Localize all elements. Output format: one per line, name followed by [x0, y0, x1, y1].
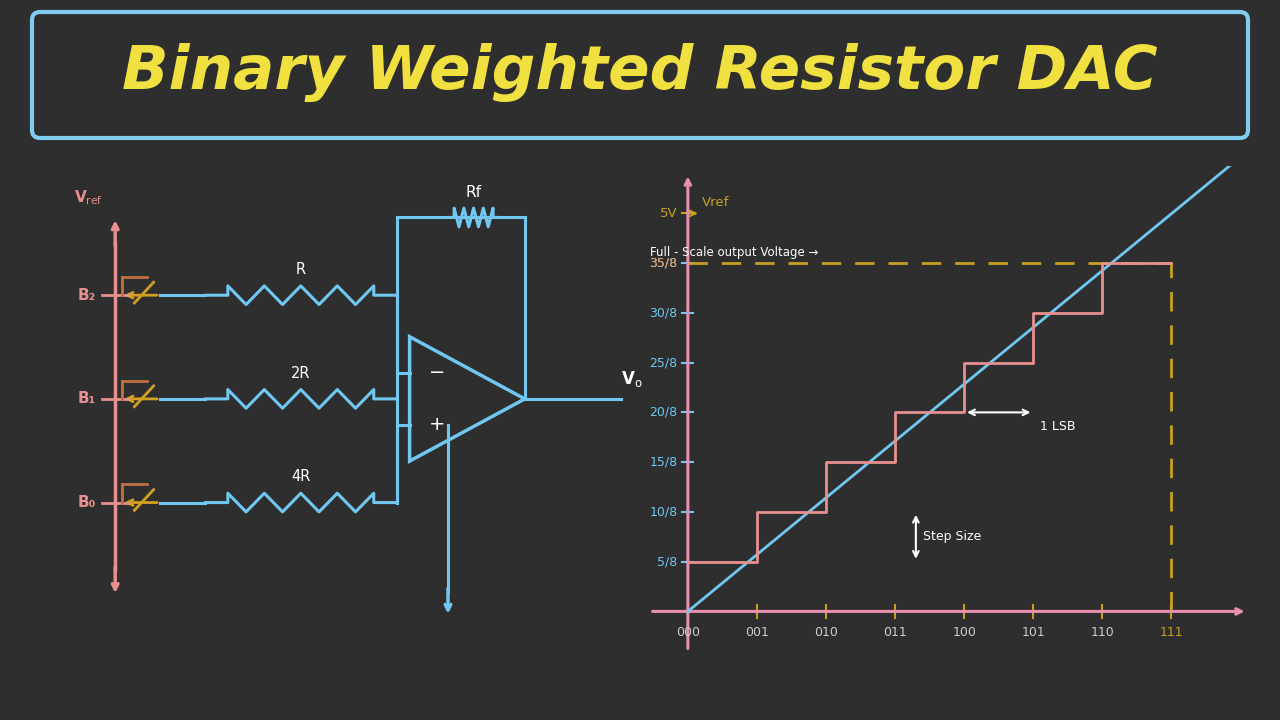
- Text: 10/8: 10/8: [649, 505, 677, 518]
- Text: 2R: 2R: [291, 366, 311, 381]
- Text: 15/8: 15/8: [649, 456, 677, 469]
- Text: Rf: Rf: [466, 185, 481, 199]
- Text: 100: 100: [952, 626, 977, 639]
- Text: B₁: B₁: [78, 392, 96, 406]
- Text: 5V: 5V: [660, 207, 677, 220]
- Text: V$_{\rm ref}$: V$_{\rm ref}$: [73, 189, 102, 207]
- Text: 010: 010: [814, 626, 838, 639]
- Text: Full - Scale output Voltage →: Full - Scale output Voltage →: [650, 246, 818, 259]
- Text: 5/8: 5/8: [657, 555, 677, 568]
- Text: 4R: 4R: [291, 469, 311, 485]
- FancyBboxPatch shape: [32, 12, 1248, 138]
- Text: 001: 001: [745, 626, 769, 639]
- Text: 20/8: 20/8: [649, 406, 677, 419]
- Text: 25/8: 25/8: [649, 356, 677, 369]
- Text: Binary Weighted Resistor DAC: Binary Weighted Resistor DAC: [122, 43, 1158, 102]
- Text: B₂: B₂: [78, 288, 96, 302]
- Text: B₀: B₀: [78, 495, 96, 510]
- Text: 000: 000: [676, 626, 700, 639]
- Text: 011: 011: [883, 626, 908, 639]
- Text: 111: 111: [1160, 626, 1183, 639]
- Text: R: R: [296, 262, 306, 277]
- Text: +: +: [429, 415, 445, 434]
- Text: 1 LSB: 1 LSB: [1041, 420, 1075, 433]
- Text: 30/8: 30/8: [649, 307, 677, 320]
- Text: 35/8: 35/8: [649, 256, 677, 269]
- Text: −: −: [429, 364, 445, 382]
- Text: V$_{\rm o}$: V$_{\rm o}$: [621, 369, 643, 389]
- Text: 110: 110: [1091, 626, 1115, 639]
- Text: 101: 101: [1021, 626, 1046, 639]
- Text: Vref: Vref: [701, 197, 730, 210]
- Text: Step Size: Step Size: [923, 531, 980, 544]
- Text: 35/8: 35/8: [649, 256, 677, 269]
